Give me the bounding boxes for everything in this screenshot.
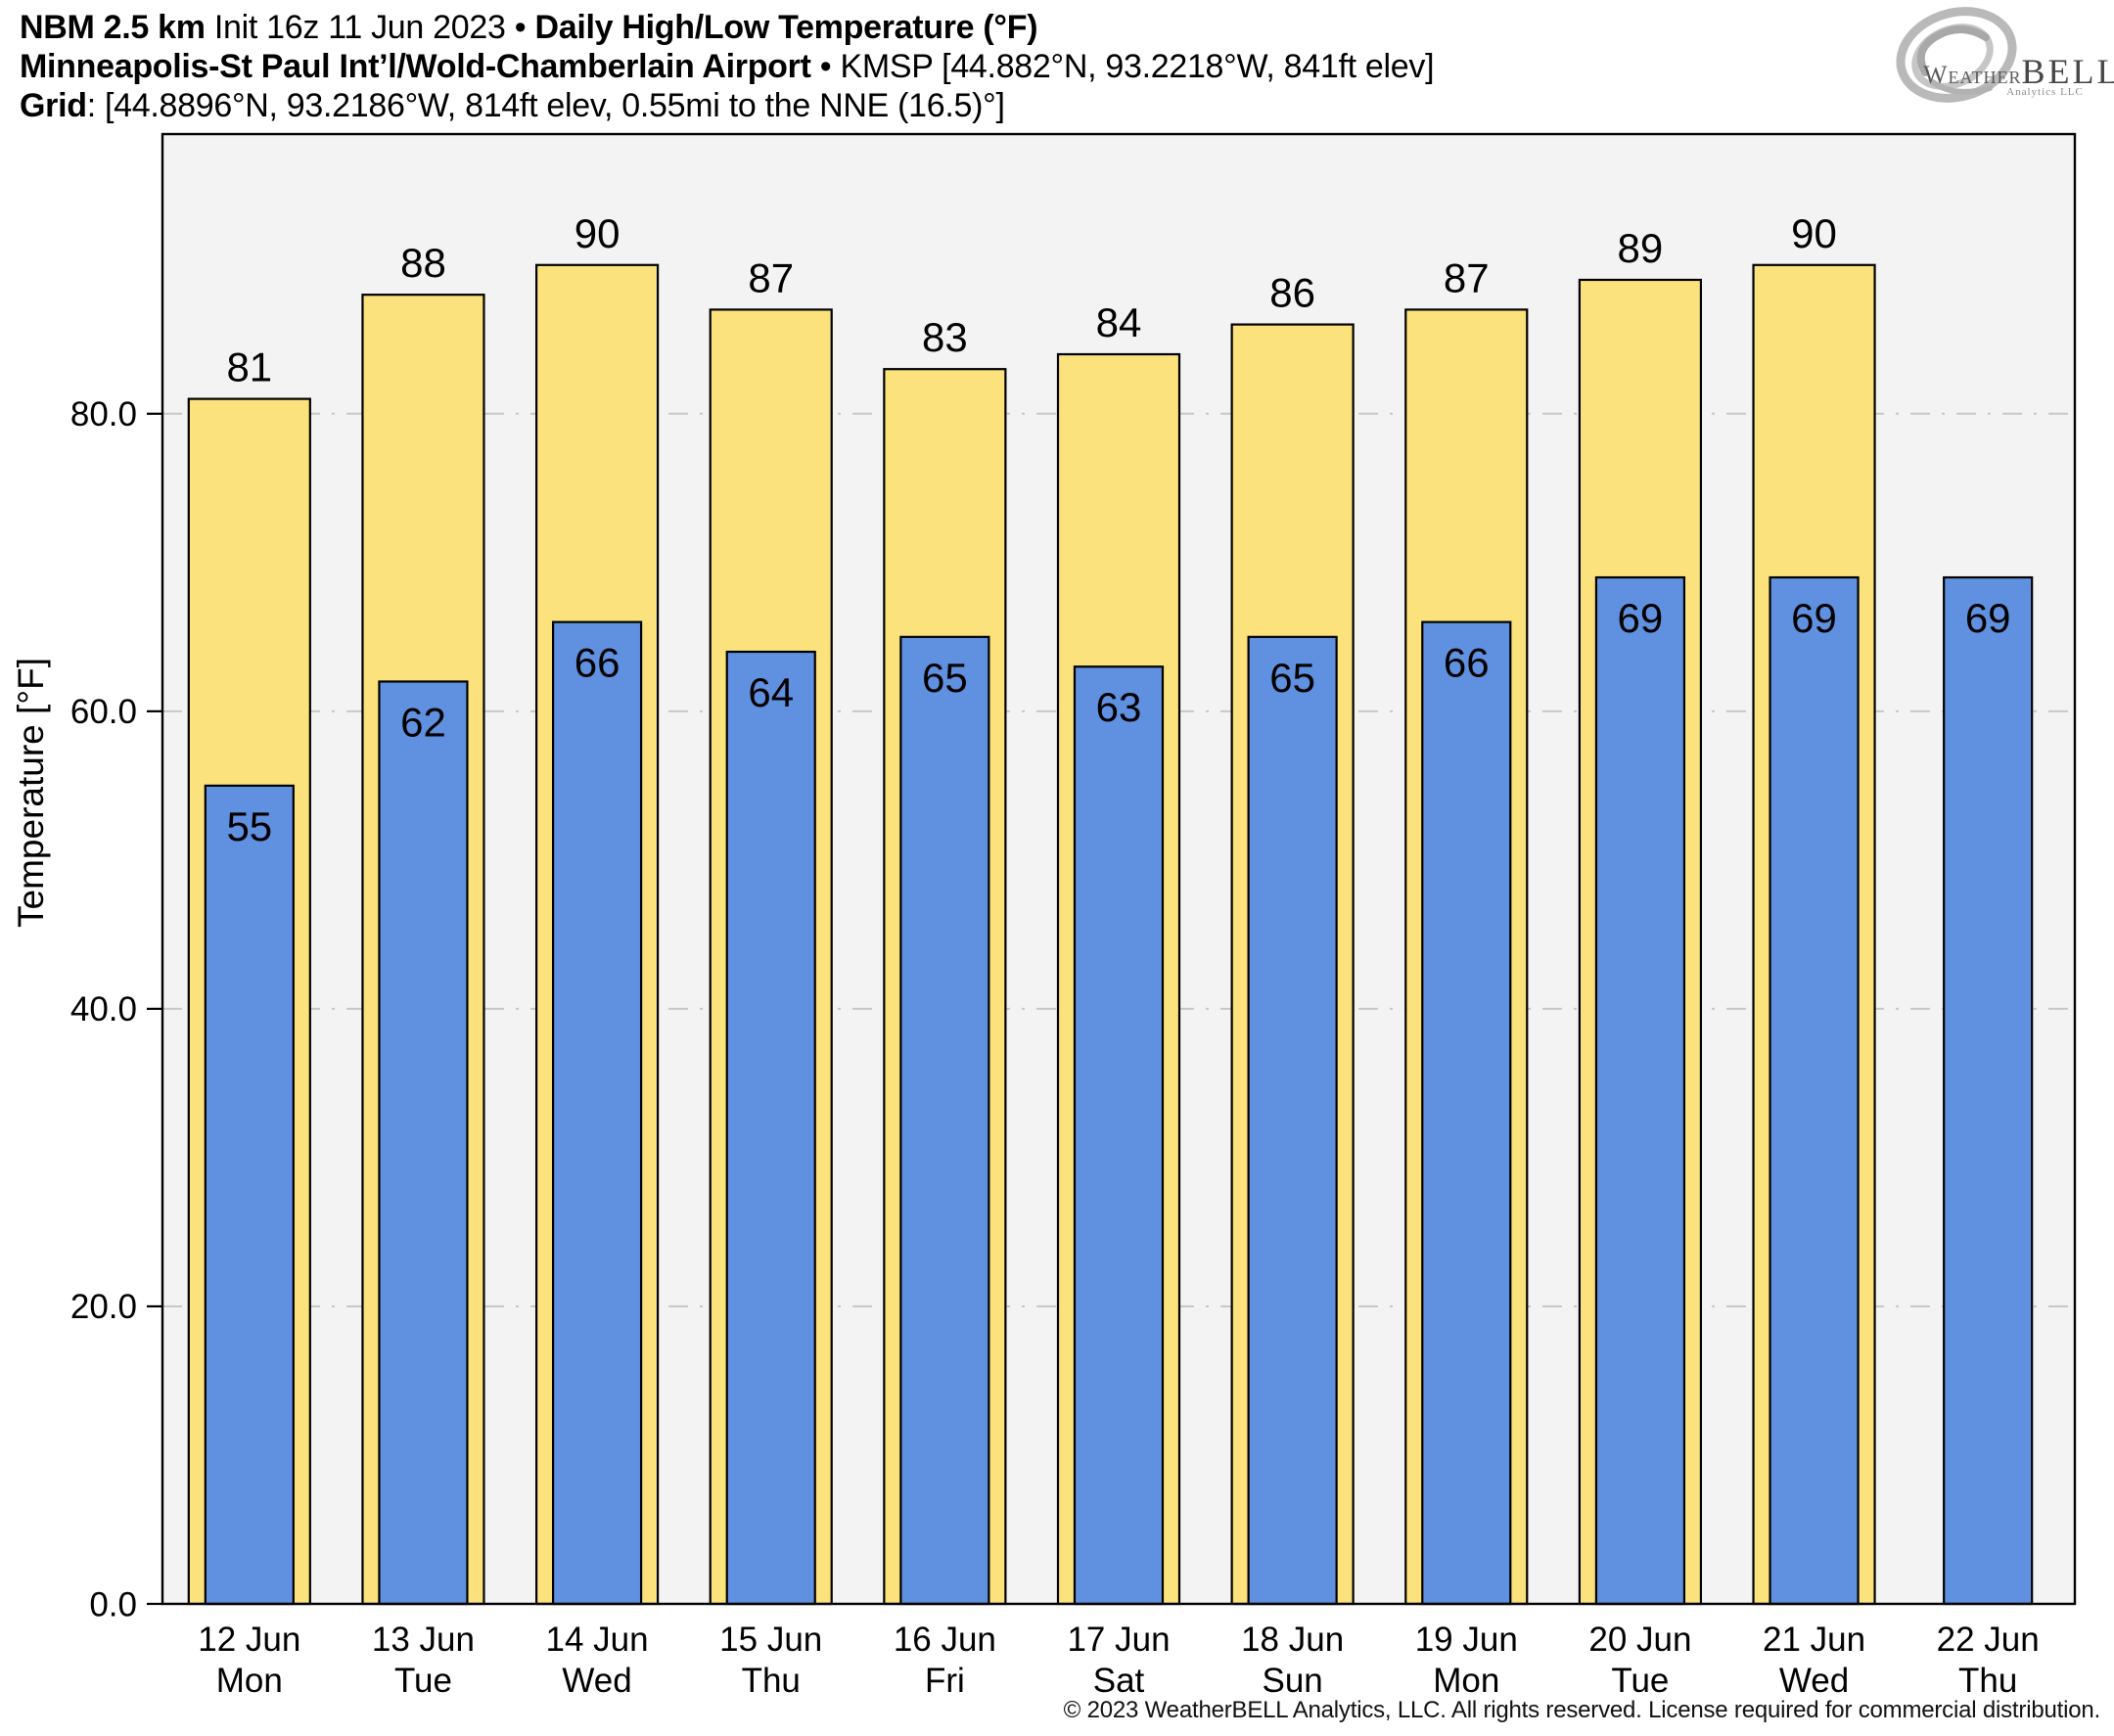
low-value-label: 65 xyxy=(1269,655,1315,701)
high-value-label: 88 xyxy=(400,240,446,286)
hurricane-swirl-icon xyxy=(1896,7,2017,103)
low-value-label: 64 xyxy=(748,669,794,715)
copyright-notice: © 2023 WeatherBELL Analytics, LLC. All r… xyxy=(1063,1697,2101,1723)
high-value-label: 87 xyxy=(1444,254,1490,300)
chart-header: NBM 2.5 km Init 16z 11 Jun 2023 • Daily … xyxy=(20,8,1879,125)
title-line-1: NBM 2.5 km Init 16z 11 Jun 2023 • Daily … xyxy=(20,8,1879,47)
y-axis-title: Temperature [°F] xyxy=(11,658,51,928)
low-bar xyxy=(1421,620,1512,1606)
x-tick-date-label: 15 Jun xyxy=(719,1621,822,1659)
x-tick-date-label: 22 Jun xyxy=(1937,1621,2040,1659)
title-segment: Minneapolis-St Paul Int’l/Wold-Chamberla… xyxy=(20,48,811,85)
x-tick-date-label: 16 Jun xyxy=(894,1621,996,1659)
low-value-label: 69 xyxy=(1965,595,2011,641)
low-bar xyxy=(378,680,469,1606)
low-bar xyxy=(1769,575,1860,1606)
x-tick-date-label: 21 Jun xyxy=(1763,1621,1865,1659)
x-tick-date-label: 12 Jun xyxy=(198,1621,300,1659)
low-bar xyxy=(204,784,295,1606)
x-tick-day-label: Sun xyxy=(1262,1662,1322,1700)
low-bar xyxy=(899,635,990,1606)
low-bar xyxy=(1594,575,1686,1606)
x-tick-day-label: Mon xyxy=(1433,1662,1499,1700)
title-segment: : [44.8896°N, 93.2186°W, 814ft elev, 0.5… xyxy=(86,87,1005,124)
y-tick-label: 60.0 xyxy=(70,693,137,731)
x-tick-day-label: Sat xyxy=(1093,1662,1145,1700)
high-value-label: 83 xyxy=(922,314,968,360)
title-segment: Daily High/Low Temperature (°F) xyxy=(534,9,1038,46)
x-tick-date-label: 13 Jun xyxy=(372,1621,475,1659)
low-bar xyxy=(1073,665,1165,1606)
x-tick-day-label: Tue xyxy=(394,1662,452,1700)
y-tick-label: 80.0 xyxy=(70,395,137,434)
high-value-label: 84 xyxy=(1096,299,1142,345)
low-value-label: 62 xyxy=(400,699,446,745)
low-bar xyxy=(1247,635,1338,1606)
high-value-label: 81 xyxy=(226,344,272,390)
low-value-label: 66 xyxy=(1444,640,1490,686)
low-value-label: 65 xyxy=(922,655,968,701)
x-tick-day-label: Thu xyxy=(742,1662,801,1700)
title-segment: Init 16z 11 Jun 2023 • xyxy=(205,9,535,46)
y-tick-label: 40.0 xyxy=(70,990,137,1028)
low-value-label: 55 xyxy=(226,803,272,849)
y-tick-label: 0.0 xyxy=(89,1585,137,1623)
title-line-2: Minneapolis-St Paul Int’l/Wold-Chamberla… xyxy=(20,47,1879,86)
plot-border xyxy=(161,132,2077,1606)
logo-wordmark: WeatherBELL xyxy=(1923,51,2114,92)
low-value-label: 69 xyxy=(1618,595,1664,641)
x-tick-day-label: Mon xyxy=(216,1662,283,1700)
x-tick-date-label: 17 Jun xyxy=(1067,1621,1170,1659)
low-bar xyxy=(551,620,643,1606)
high-value-label: 87 xyxy=(748,254,794,300)
x-tick-date-label: 20 Jun xyxy=(1588,1621,1691,1659)
low-value-label: 63 xyxy=(1096,684,1142,730)
low-value-label: 69 xyxy=(1791,595,1837,641)
low-value-label: 66 xyxy=(574,640,620,686)
low-bar xyxy=(1943,575,2034,1606)
high-value-label: 90 xyxy=(574,210,620,256)
title-segment: • KMSP [44.882°N, 93.2218°W, 841ft elev] xyxy=(810,48,1435,85)
weatherbell-logo: WeatherBELL Analytics LLC xyxy=(1896,4,2114,110)
x-tick-date-label: 18 Jun xyxy=(1241,1621,1344,1659)
logo-subtitle: Analytics LLC xyxy=(2006,86,2084,98)
high-value-label: 86 xyxy=(1269,270,1315,316)
x-tick-day-label: Wed xyxy=(562,1662,631,1700)
x-tick-day-label: Fri xyxy=(925,1662,965,1700)
x-tick-day-label: Thu xyxy=(1958,1662,2017,1700)
high-value-label: 89 xyxy=(1618,225,1664,271)
x-tick-date-label: 14 Jun xyxy=(546,1621,649,1659)
low-bar xyxy=(725,650,816,1606)
title-line-3: Grid: [44.8896°N, 93.2186°W, 814ft elev,… xyxy=(20,86,1879,125)
high-value-label: 90 xyxy=(1791,210,1837,256)
logo-bell-text: BELL xyxy=(2021,52,2114,91)
logo-weather-text: Weather xyxy=(1923,61,2022,89)
x-tick-day-label: Tue xyxy=(1611,1662,1669,1700)
y-tick-label: 20.0 xyxy=(70,1288,137,1326)
x-tick-day-label: Wed xyxy=(1779,1662,1849,1700)
title-segment: Grid xyxy=(20,87,87,124)
title-segment: NBM 2.5 km xyxy=(20,9,206,46)
x-tick-date-label: 19 Jun xyxy=(1415,1621,1518,1659)
